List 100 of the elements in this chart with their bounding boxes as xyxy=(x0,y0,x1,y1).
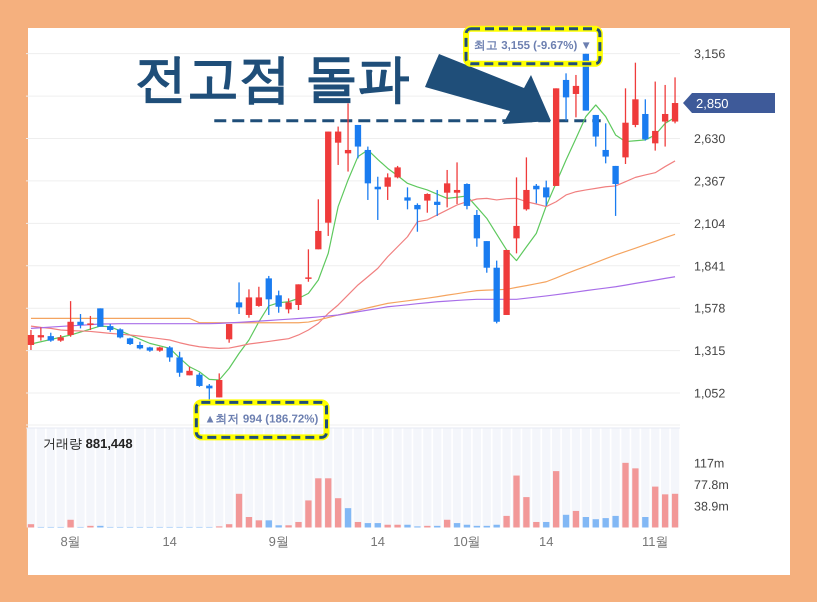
candlestick xyxy=(28,329,34,351)
bar xyxy=(325,478,332,528)
y-tick-label: 77.8m xyxy=(694,478,729,492)
bar xyxy=(256,520,262,528)
bar xyxy=(642,516,648,528)
candlestick xyxy=(295,284,302,311)
bar xyxy=(503,516,510,528)
y-tick-label: 1,315 xyxy=(694,344,726,358)
candlestick xyxy=(592,114,599,148)
bar xyxy=(652,486,658,528)
candlestick xyxy=(246,288,252,318)
bar xyxy=(592,519,599,528)
bar xyxy=(562,514,570,528)
y-tick-label: 1,578 xyxy=(694,302,726,316)
candlestick xyxy=(38,326,44,342)
x-tick-label: 10월 xyxy=(453,534,481,549)
candlestick xyxy=(276,290,282,314)
annotation: 최고 3,155 (-9.67%) ▼ xyxy=(474,38,592,52)
candlestick xyxy=(176,351,183,378)
candlestick xyxy=(67,300,74,338)
x-tick-label: 9월 xyxy=(268,534,289,549)
candlestick xyxy=(652,80,658,152)
bar xyxy=(354,522,362,528)
bar xyxy=(28,524,34,528)
bar xyxy=(266,520,272,528)
y-tick-label: 2,630 xyxy=(694,132,726,146)
candlestick xyxy=(434,189,440,217)
bar xyxy=(612,516,619,528)
chart-title: 전고점 돌파 xyxy=(135,50,410,108)
bar xyxy=(543,522,550,528)
text: 거래량 881,448 xyxy=(43,436,133,451)
candlestick xyxy=(374,176,381,221)
bar xyxy=(315,478,322,528)
bar xyxy=(295,522,302,528)
candlestick xyxy=(354,124,362,159)
line-series xyxy=(30,234,676,324)
candlestick xyxy=(672,76,678,124)
y-tick-label: 1,841 xyxy=(694,259,726,274)
candlestick xyxy=(216,372,222,398)
text: 2,850 xyxy=(696,96,729,112)
bar xyxy=(454,523,460,528)
candlestick xyxy=(116,328,124,340)
candlestick xyxy=(226,323,232,344)
candlestick xyxy=(562,72,570,122)
bar xyxy=(572,510,580,528)
bar xyxy=(364,523,372,528)
x-tick-label: 14 xyxy=(162,534,177,549)
x-tick-label: 8월 xyxy=(60,534,81,549)
candlestick xyxy=(334,126,342,166)
x-tick-label: 11월 xyxy=(642,534,668,549)
bar xyxy=(494,524,500,528)
candlestick xyxy=(236,282,242,315)
y-tick-label: 117m xyxy=(694,456,724,470)
candlestick xyxy=(87,315,94,331)
candlestick xyxy=(464,182,470,210)
bar xyxy=(602,518,609,528)
x-tick-label: 14 xyxy=(538,534,554,549)
y-tick-label: 3,156 xyxy=(694,47,726,62)
bar xyxy=(523,497,530,528)
candlestick xyxy=(266,275,272,316)
candlestick xyxy=(166,345,173,362)
candlestick xyxy=(285,298,292,314)
candlestick xyxy=(394,165,401,179)
bar xyxy=(404,524,411,528)
bar xyxy=(464,524,470,528)
bar xyxy=(334,498,342,528)
bar xyxy=(444,520,450,528)
bar xyxy=(394,524,401,528)
bar xyxy=(344,508,352,528)
candlestick xyxy=(344,102,352,172)
candlestick xyxy=(543,180,550,207)
candlestick xyxy=(444,169,450,208)
bar xyxy=(374,523,381,528)
bar xyxy=(384,524,391,528)
candlestick xyxy=(384,172,391,201)
x-tick-label: 14 xyxy=(370,534,386,549)
bar xyxy=(305,500,312,528)
line-series xyxy=(30,160,676,349)
candlestick xyxy=(196,372,203,388)
candlestick xyxy=(474,209,480,248)
bar xyxy=(226,524,232,528)
bar xyxy=(533,522,540,528)
annotation: ▲최저 994 (186.72%) xyxy=(204,412,319,426)
candlestick xyxy=(97,308,104,328)
candlestick xyxy=(414,202,421,232)
candlestick xyxy=(523,156,530,212)
candlestick xyxy=(315,198,322,250)
y-tick-label: 2,104 xyxy=(694,216,726,231)
candlestick xyxy=(48,332,54,342)
candlestick xyxy=(256,286,262,308)
bar xyxy=(582,516,590,528)
candlestick xyxy=(572,74,580,118)
y-tick-label: 38.9m xyxy=(694,499,729,514)
candlestick xyxy=(424,192,430,214)
candlestick xyxy=(662,84,668,148)
candlestick xyxy=(612,165,619,217)
bar xyxy=(67,520,74,528)
candlestick xyxy=(602,122,609,164)
candlestick xyxy=(305,248,312,282)
y-tick-label: 1,052 xyxy=(694,386,726,401)
